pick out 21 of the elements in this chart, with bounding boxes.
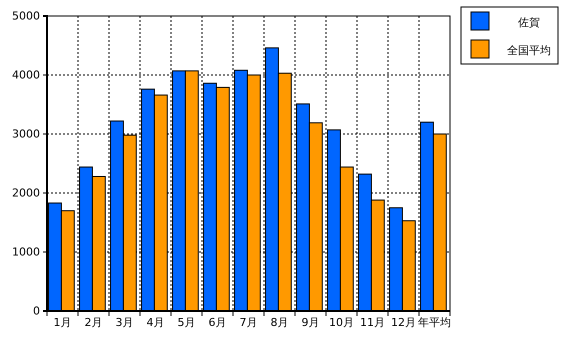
y-tick-label: 0: [33, 304, 40, 318]
x-tick-label: 4月: [146, 316, 164, 330]
x-tick-label: 5月: [178, 316, 196, 330]
x-tick-label: 10月: [329, 316, 354, 330]
text: 佐賀: [518, 16, 540, 29]
y-tick-label: 3000: [12, 128, 40, 141]
legend-label: 全国平均: [507, 44, 551, 57]
x-tick-label: 7月: [240, 316, 258, 330]
x-tick-label: 1月: [54, 316, 72, 330]
x-tick-label: 6月: [208, 316, 226, 330]
x-tick-label: 3月: [116, 316, 134, 330]
y-tick-label: 5000: [12, 10, 40, 23]
y-tick-label: 4000: [12, 68, 40, 82]
x-tick-label: 年平均: [418, 316, 451, 330]
x-tick-label: 8月: [270, 316, 288, 330]
y-tick-label: 1000: [12, 246, 40, 259]
x-tick-label: 2月: [84, 316, 102, 330]
x-tick-label: 11月: [360, 316, 385, 330]
x-tick-label: 12月: [391, 316, 416, 330]
y-tick-label: 2000: [12, 186, 40, 200]
x-tick-label: 9月: [302, 316, 320, 330]
